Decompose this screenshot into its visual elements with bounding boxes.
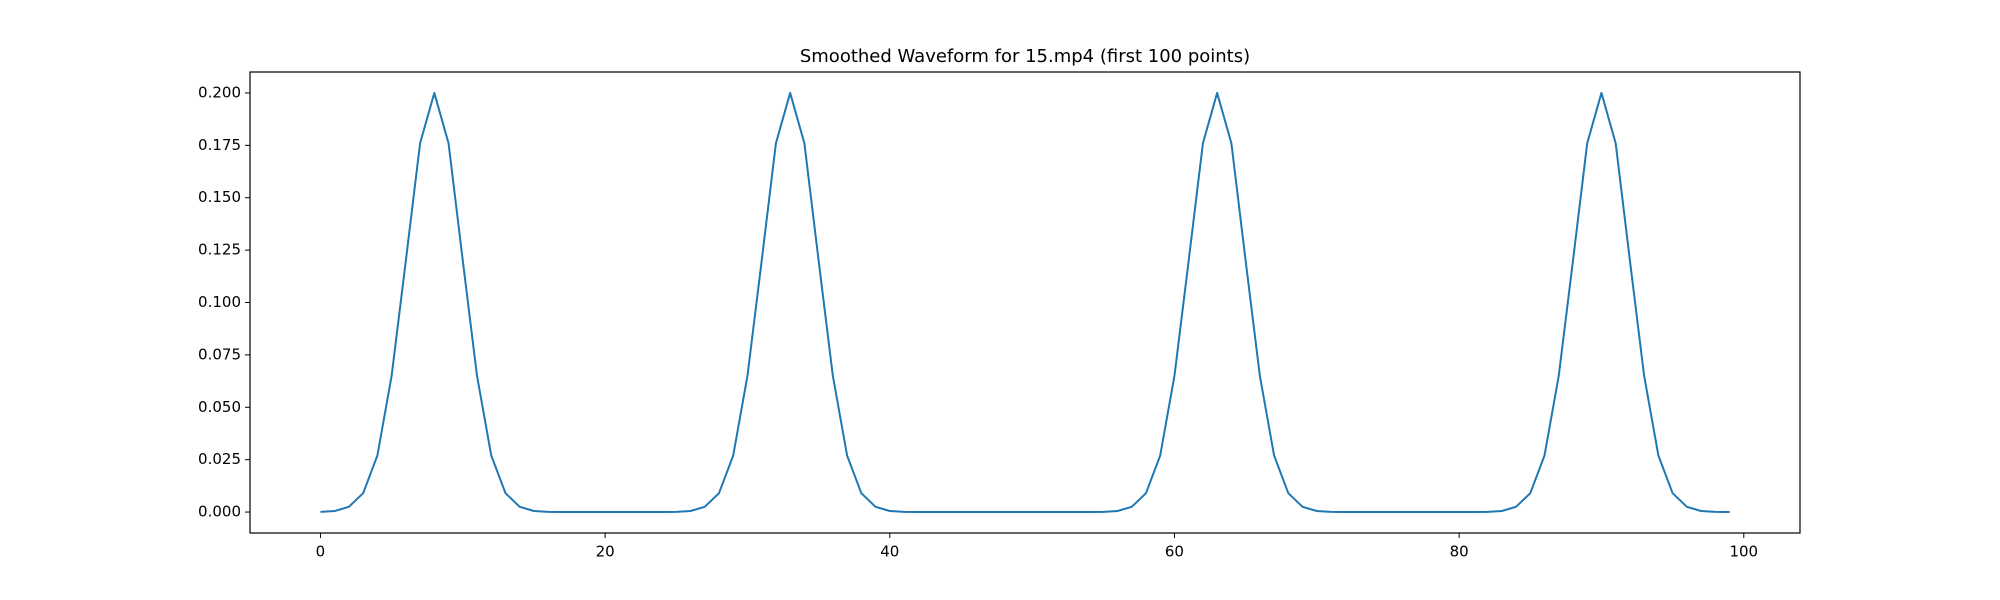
chart-title: Smoothed Waveform for 15.mp4 (first 100 … bbox=[800, 46, 1250, 67]
y-tick-label: 0.125 bbox=[198, 241, 241, 259]
x-tick-label: 0 bbox=[316, 543, 326, 561]
y-tick-label: 0.150 bbox=[198, 188, 241, 206]
y-tick-label: 0.000 bbox=[198, 503, 241, 521]
y-tick-label: 0.050 bbox=[198, 398, 241, 416]
x-tick-label: 80 bbox=[1450, 543, 1469, 561]
y-tick-label: 0.100 bbox=[198, 293, 241, 311]
y-tick-label: 0.075 bbox=[198, 345, 241, 363]
x-tick-label: 100 bbox=[1729, 543, 1758, 561]
x-tick-label: 40 bbox=[880, 543, 899, 561]
y-tick-label: 0.025 bbox=[198, 450, 241, 468]
x-tick-label: 20 bbox=[596, 543, 615, 561]
line-series bbox=[320, 91, 1730, 514]
x-tick-label: 60 bbox=[1165, 543, 1184, 561]
y-tick-label: 0.175 bbox=[198, 136, 241, 154]
y-tick-label: 0.200 bbox=[198, 83, 241, 101]
